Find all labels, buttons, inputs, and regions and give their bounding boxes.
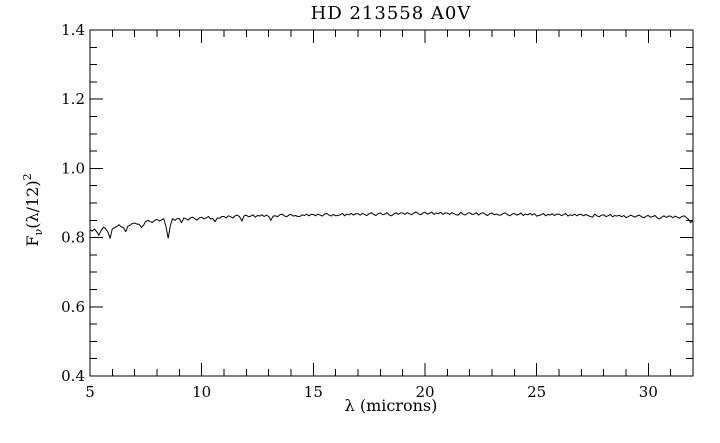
- plot-title: HD 213558 A0V: [311, 3, 472, 24]
- y-axis-label: Fν(λ/12)2: [21, 173, 45, 246]
- plot-frame: [89, 29, 694, 377]
- x-tick-label: 5: [85, 383, 95, 401]
- x-tick-label: 25: [527, 383, 546, 401]
- x-tick-label: 10: [192, 383, 211, 401]
- y-tick-label: 1.0: [61, 159, 85, 177]
- axis-ticks: [89, 29, 694, 377]
- x-tick-label: 20: [415, 383, 434, 401]
- y-tick-label: 0.6: [61, 298, 85, 316]
- x-tick-label: 15: [304, 383, 323, 401]
- tick-labels: 5 10 15 20 25 30 0.4 0.6 0.8 1.0 1.2 1.4: [61, 21, 658, 401]
- y-tick-label: 0.4: [61, 367, 85, 385]
- spectrum-line: [89, 211, 694, 239]
- x-tick-label: 30: [639, 383, 658, 401]
- y-tick-label: 1.4: [61, 21, 85, 39]
- y-tick-label: 0.8: [61, 229, 85, 247]
- x-axis-label: λ (microns): [345, 396, 438, 415]
- y-tick-label: 1.2: [61, 90, 85, 108]
